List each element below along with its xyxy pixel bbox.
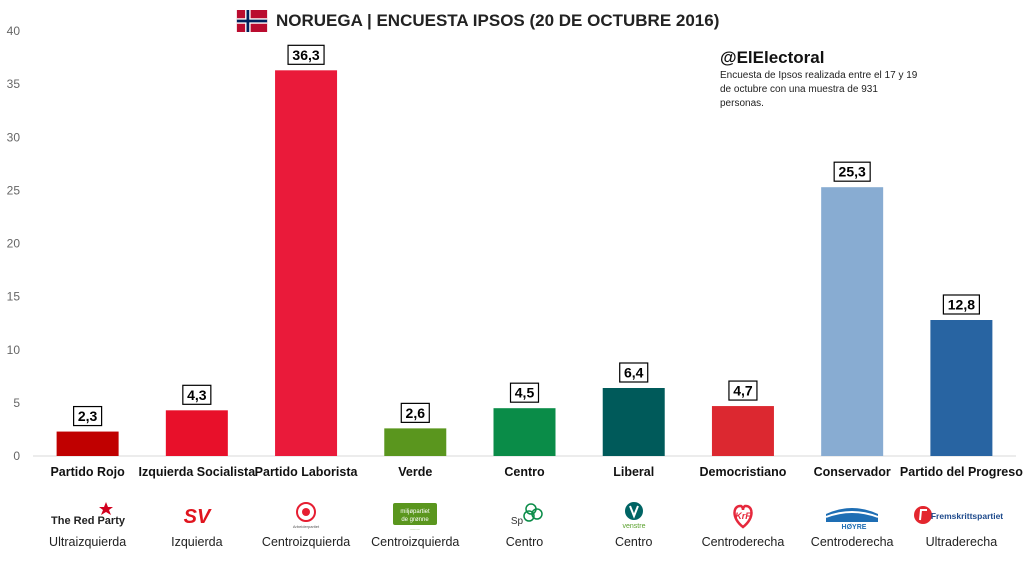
ideology-label: Centroderecha [701,535,785,549]
bar [602,388,665,456]
source-handle: @ElElectoral [720,48,825,67]
hoyre-logo-icon: HØYRE [804,500,900,530]
data-label: 12,8 [948,297,975,313]
miljopartiet-logo-icon: miljøpartiet de grønne miljøpartiet de g… [367,500,463,530]
data-label: 6,4 [624,365,644,381]
data-label: 2,6 [406,405,426,421]
bar [930,320,993,456]
data-label-box [182,384,212,405]
data-label: 4,3 [187,387,207,403]
bar [493,408,556,456]
data-label-box [400,402,430,423]
x-tick-label: Centro [504,465,545,479]
x-tick-label: Partido del Progreso [900,465,1023,479]
data-label-box [728,380,758,401]
survey-note: Encuesta de Ipsos realizada entre el 17 … [720,70,918,109]
y-tick-label: 25 [7,183,21,197]
svg-text:Sp: Sp [510,516,523,527]
ideology-label: Centroizquierda [261,535,351,549]
svg-text:The Red Party: The Red Party [51,515,126,527]
svg-text:miljøpartiet: miljøpartiet [401,509,431,515]
senterpartiet-logo-icon: Sp [477,500,573,530]
y-tick-label: 30 [7,130,21,144]
venstre-logo-icon: venstre [586,500,682,530]
svg-text:venstre: venstre [622,523,645,530]
bar [56,431,119,456]
x-tick-label: Conservador [814,465,891,479]
data-label: 2,3 [78,408,98,424]
ideology-label: Centro [614,535,653,549]
x-tick-label: Democristiano [700,465,787,479]
bar [711,406,774,456]
chart-title-text: NORUEGA | ENCUESTA IPSOS (20 DE OCTUBRE … [276,11,720,30]
y-tick-label: 35 [7,77,21,91]
y-tick-label: 20 [7,237,21,251]
red-party-logo-icon: The Red Party [40,500,136,530]
y-tick-label: 10 [7,343,21,357]
x-tick-label: Liberal [613,465,654,479]
ideology-label: Ultraderecha [925,535,998,549]
krf-logo-icon: KrF [695,500,791,530]
data-label-box [942,294,980,315]
data-label: 25,3 [839,164,866,180]
bar [275,70,338,456]
ideology-label: Ultraizquierda [49,535,127,549]
chart-title: NORUEGA | ENCUESTA IPSOS (20 DE OCTUBRE … [236,9,719,33]
data-label-box [73,405,103,427]
y-tick-label: 40 [7,24,21,38]
data-label-box [287,44,325,65]
bar [384,428,447,456]
norway-flag-icon [236,10,268,32]
ideology-label: Centro [505,535,544,549]
svg-text:Arbeiderpartiet: Arbeiderpartiet [293,524,320,529]
y-tick-label: 15 [7,290,21,304]
data-label: 4,5 [515,385,535,401]
bar [821,187,884,456]
svg-text:KrF: KrF [735,511,751,521]
data-label: 4,7 [733,383,753,399]
x-tick-label: Partido Laborista [255,465,359,479]
arbeiderpartiet-logo-icon: Arbeiderpartiet [258,500,354,530]
svg-text:de grønne: de grønne [402,517,430,523]
data-label-box [619,362,649,383]
sv-logo-icon: SV [149,500,245,530]
ideology-label: Izquierda [171,535,223,549]
data-label-box [833,161,871,182]
bar [165,410,228,456]
svg-text:miljøpartiet de grønne: miljøpartiet de grønne [410,528,420,530]
y-tick-label: 5 [13,396,20,410]
ideology-label: Centroizquierda [371,535,460,549]
data-label-box [509,382,540,403]
y-tick-label: 0 [13,449,20,463]
ideology-label: Centroderecha [810,535,894,549]
x-tick-label: Partido Rojo [50,465,125,479]
x-tick-label: Izquierda Socialista [138,465,256,479]
frp-logo-icon: Fremskrittspartiet [913,500,1009,530]
svg-text:HØYRE: HØYRE [842,524,867,530]
x-tick-label: Verde [398,465,432,479]
svg-text:Fremskrittspartiet: Fremskrittspartiet [931,511,1003,521]
svg-text:SV: SV [183,506,211,528]
data-label: 36,3 [292,47,319,63]
